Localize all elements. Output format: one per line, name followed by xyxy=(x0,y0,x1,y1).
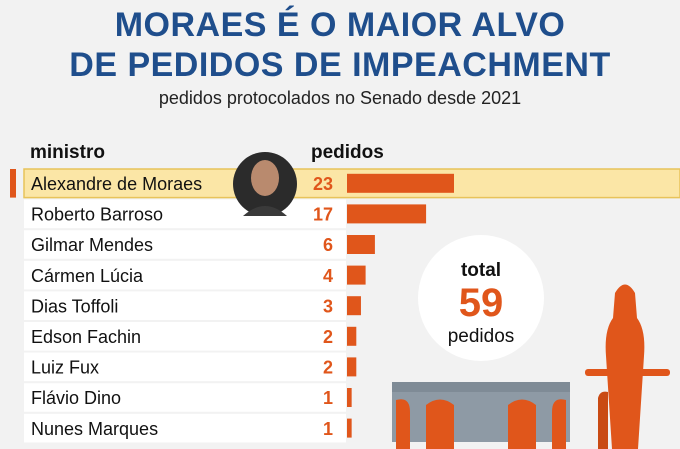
row-9-value: 1 xyxy=(323,419,333,439)
row-6-name: Edson Fachin xyxy=(31,327,141,347)
statue-illustration xyxy=(585,284,670,449)
building-arch-1 xyxy=(426,399,454,449)
row-2-bar xyxy=(347,204,427,224)
title-line-1: MORAES É O MAIOR ALVO xyxy=(114,6,566,44)
avatar-face xyxy=(251,160,279,196)
statue-sword xyxy=(585,369,670,376)
row-9-bar xyxy=(347,418,352,438)
senate-building-illustration xyxy=(392,382,570,449)
row-5-background xyxy=(24,291,346,320)
title-line-2: DE PEDIDOS DE IMPEACHMENT xyxy=(69,46,611,84)
total-label: total xyxy=(461,260,501,281)
avatar xyxy=(233,152,297,216)
row-3-value: 6 xyxy=(323,235,333,255)
column-header-ministro: ministro xyxy=(30,142,105,163)
row-5-name: Dias Toffoli xyxy=(31,296,118,316)
row-4-bar xyxy=(347,265,366,285)
row-3-name: Gilmar Mendes xyxy=(31,235,153,255)
row-1-marker xyxy=(10,169,16,198)
total-unit: pedidos xyxy=(448,326,515,347)
building-column-left xyxy=(396,399,410,449)
row-8-value: 1 xyxy=(323,388,333,408)
row-7-name: Luiz Fux xyxy=(31,358,99,378)
row-8-bar xyxy=(347,388,352,407)
row-7-bar xyxy=(347,357,357,377)
row-1-value: 23 xyxy=(313,174,333,194)
row-7-value: 2 xyxy=(323,358,333,378)
row-6-value: 2 xyxy=(323,327,333,347)
avatar-suit xyxy=(243,206,287,216)
statue-drape xyxy=(598,391,608,449)
row-6-bar xyxy=(347,326,357,346)
row-3-bar xyxy=(347,235,375,254)
row-2-value: 17 xyxy=(313,205,333,225)
row-5-value: 3 xyxy=(323,296,333,316)
row-6-background xyxy=(24,322,346,351)
building-facade xyxy=(392,392,570,442)
row-1-highlight-border xyxy=(23,168,680,199)
row-4-value: 4 xyxy=(323,266,333,286)
building-arch-2 xyxy=(508,399,536,449)
total-value: 59 xyxy=(459,281,504,325)
row-1-name: Alexandre de Moraes xyxy=(31,174,202,194)
row-4-background xyxy=(24,260,346,290)
row-2-name: Roberto Barroso xyxy=(31,205,163,225)
building-roof xyxy=(392,382,570,392)
subtitle: pedidos protocolados no Senado desde 202… xyxy=(158,88,522,108)
row-8-name: Flávio Dino xyxy=(31,388,121,408)
column-header-pedidos: pedidos xyxy=(311,142,384,163)
row-9-name: Nunes Marques xyxy=(31,419,158,439)
total-circle xyxy=(418,235,544,361)
statue-body xyxy=(605,284,645,449)
row-8-background xyxy=(24,383,346,412)
row-5-bar xyxy=(347,296,361,316)
row-1-bar xyxy=(347,173,454,193)
row-7-background xyxy=(24,352,346,382)
total-badge: total 59 pedidos xyxy=(418,235,544,361)
row-2-background xyxy=(24,199,346,229)
row-9-background xyxy=(24,413,346,443)
row-4-name: Cármen Lúcia xyxy=(31,266,144,286)
row-3-background xyxy=(24,230,346,259)
building-column-right xyxy=(552,399,566,449)
